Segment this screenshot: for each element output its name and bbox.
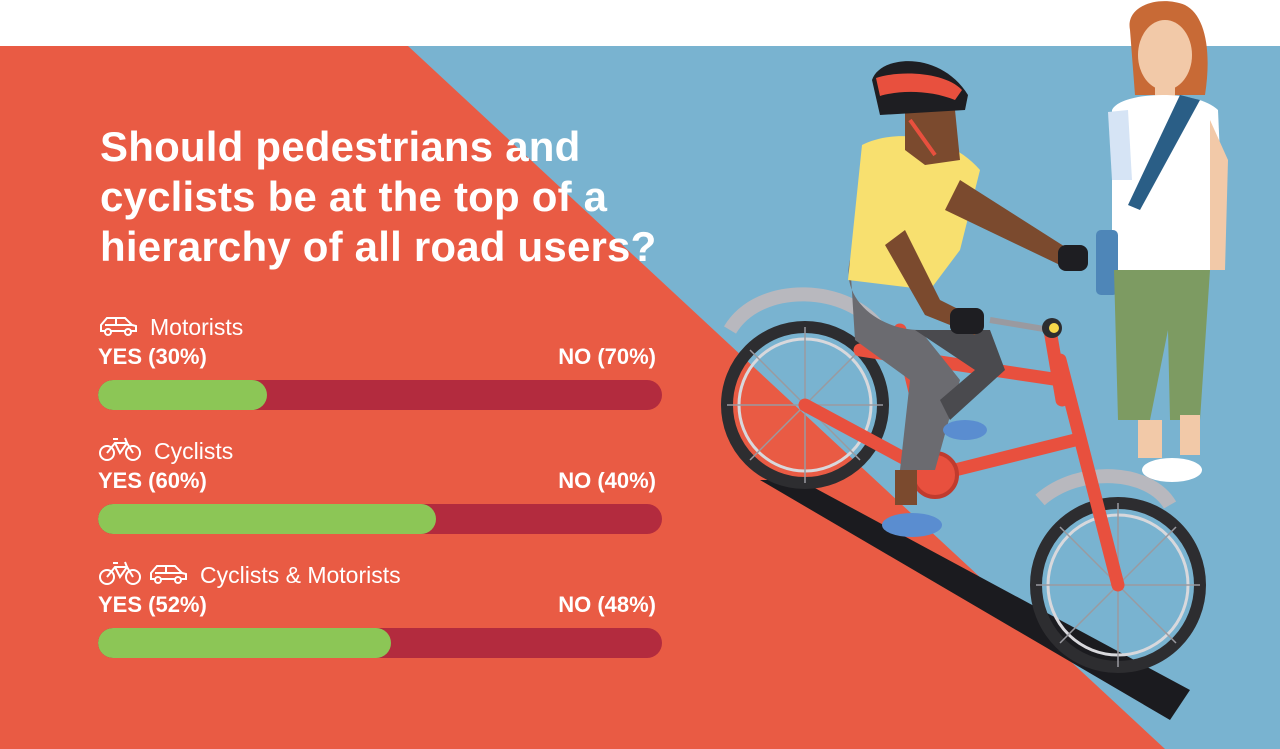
no-data-label: NO (48%) <box>558 592 656 617</box>
category-label: Cyclists <box>154 437 234 464</box>
pedestrian-figure <box>1096 1 1228 482</box>
bicycle-icon <box>98 559 142 592</box>
group-header: Cyclists & Motorists <box>98 560 401 590</box>
category-label: Motorists <box>150 313 244 340</box>
bicycle <box>721 287 1206 673</box>
poll-group: Cyclists YES (60%) NO (40%) <box>98 436 664 546</box>
chart-title: Should pedestrians and cyclists be at th… <box>100 123 657 270</box>
no-bar <box>98 628 662 658</box>
no-bar <box>98 504 662 534</box>
car-icon <box>148 561 188 590</box>
bicycle-icon <box>98 435 142 468</box>
yes-bar <box>98 628 392 658</box>
poll-group: Cyclists & Motorists YES (52%) NO (48%) <box>98 560 664 670</box>
yes-bar <box>98 504 437 534</box>
group-header: Cyclists <box>98 436 233 466</box>
yes-data-label: YES (60%) <box>98 468 207 493</box>
car-icon <box>98 313 138 342</box>
no-data-label: NO (40%) <box>558 468 656 493</box>
yes-data-label: YES (52%) <box>98 592 207 617</box>
poll-group: Motorists YES (30%) NO (70%) <box>98 312 664 422</box>
no-data-label: NO (70%) <box>558 344 656 369</box>
yes-bar <box>98 380 268 410</box>
top-strip <box>0 0 1280 46</box>
cyclist-figure <box>848 61 1088 537</box>
no-bar <box>98 380 662 410</box>
group-header: Motorists <box>98 312 243 342</box>
yes-data-label: YES (30%) <box>98 344 207 369</box>
category-label: Cyclists & Motorists <box>200 561 401 588</box>
